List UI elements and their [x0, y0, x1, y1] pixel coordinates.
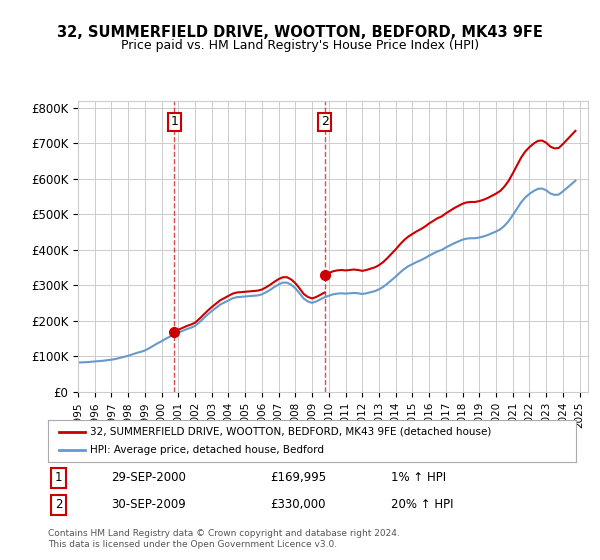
Text: 2: 2	[55, 498, 62, 511]
Text: Contains HM Land Registry data © Crown copyright and database right 2024.
This d: Contains HM Land Registry data © Crown c…	[48, 529, 400, 549]
Text: 29-SEP-2000: 29-SEP-2000	[112, 471, 186, 484]
Text: 1: 1	[55, 471, 62, 484]
Text: £330,000: £330,000	[270, 498, 325, 511]
Text: 32, SUMMERFIELD DRIVE, WOOTTON, BEDFORD, MK43 9FE: 32, SUMMERFIELD DRIVE, WOOTTON, BEDFORD,…	[57, 25, 543, 40]
Text: £169,995: £169,995	[270, 471, 326, 484]
Text: 1% ↑ HPI: 1% ↑ HPI	[391, 471, 446, 484]
Text: HPI: Average price, detached house, Bedford: HPI: Average price, detached house, Bedf…	[90, 445, 324, 455]
Text: 2: 2	[321, 115, 329, 128]
Text: 20% ↑ HPI: 20% ↑ HPI	[391, 498, 454, 511]
Text: 1: 1	[170, 115, 178, 128]
Text: 32, SUMMERFIELD DRIVE, WOOTTON, BEDFORD, MK43 9FE (detached house): 32, SUMMERFIELD DRIVE, WOOTTON, BEDFORD,…	[90, 427, 491, 437]
Text: Price paid vs. HM Land Registry's House Price Index (HPI): Price paid vs. HM Land Registry's House …	[121, 39, 479, 52]
Text: 30-SEP-2009: 30-SEP-2009	[112, 498, 186, 511]
